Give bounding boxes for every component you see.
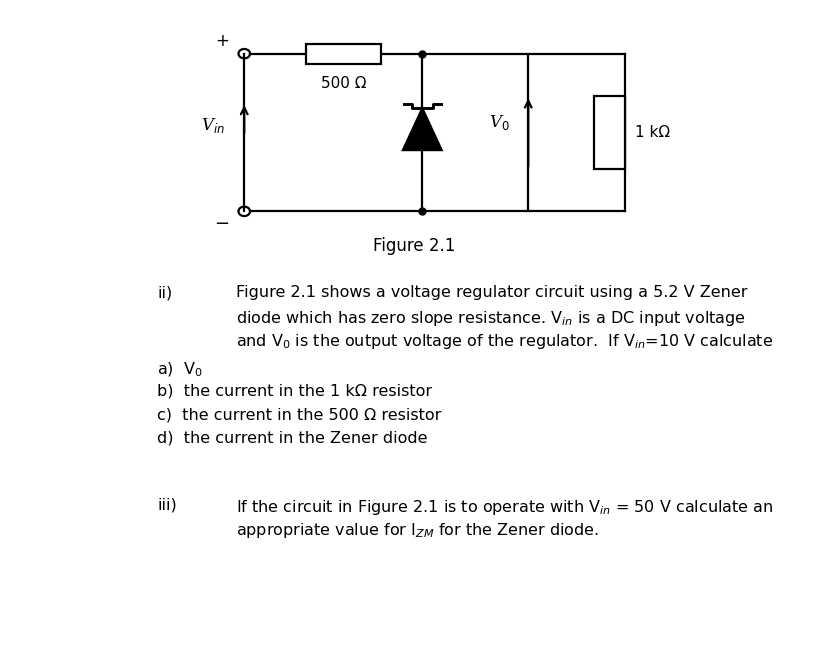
Text: diode which has zero slope resistance. V$_{in}$ is a DC input voltage: diode which has zero slope resistance. V… [236, 309, 745, 327]
Text: If the circuit in Figure 2.1 is to operate with V$_{in}$ = 50 V calculate an: If the circuit in Figure 2.1 is to opera… [236, 498, 772, 517]
Polygon shape [403, 108, 441, 150]
Text: ii): ii) [157, 285, 172, 300]
Text: iii): iii) [157, 498, 177, 513]
Text: appropriate value for I$_{ZM}$ for the Zener diode.: appropriate value for I$_{ZM}$ for the Z… [236, 521, 598, 540]
Text: Figure 2.1 shows a voltage regulator circuit using a 5.2 V Zener: Figure 2.1 shows a voltage regulator cir… [236, 285, 747, 300]
Text: d)  the current in the Zener diode: d) the current in the Zener diode [157, 431, 428, 446]
Text: and V$_0$ is the output voltage of the regulator.  If V$_{in}$​=10 V calculate: and V$_0$ is the output voltage of the r… [236, 332, 772, 351]
Text: a)  V$_0$: a) V$_0$ [157, 360, 203, 378]
Text: 1 kΩ: 1 kΩ [634, 125, 669, 140]
Text: V$_{in}$: V$_{in}$ [201, 116, 224, 136]
Text: 500 Ω: 500 Ω [321, 76, 366, 91]
Text: Figure 2.1: Figure 2.1 [372, 237, 455, 255]
Text: c)  the current in the 500 Ω resistor: c) the current in the 500 Ω resistor [157, 407, 441, 422]
Bar [593, 96, 624, 170]
Text: b)  the current in the 1 kΩ resistor: b) the current in the 1 kΩ resistor [157, 384, 432, 399]
Text: +: + [215, 32, 229, 50]
Text: V$_0$: V$_0$ [489, 113, 509, 132]
Bar [306, 44, 380, 64]
Text: −: − [214, 215, 229, 233]
